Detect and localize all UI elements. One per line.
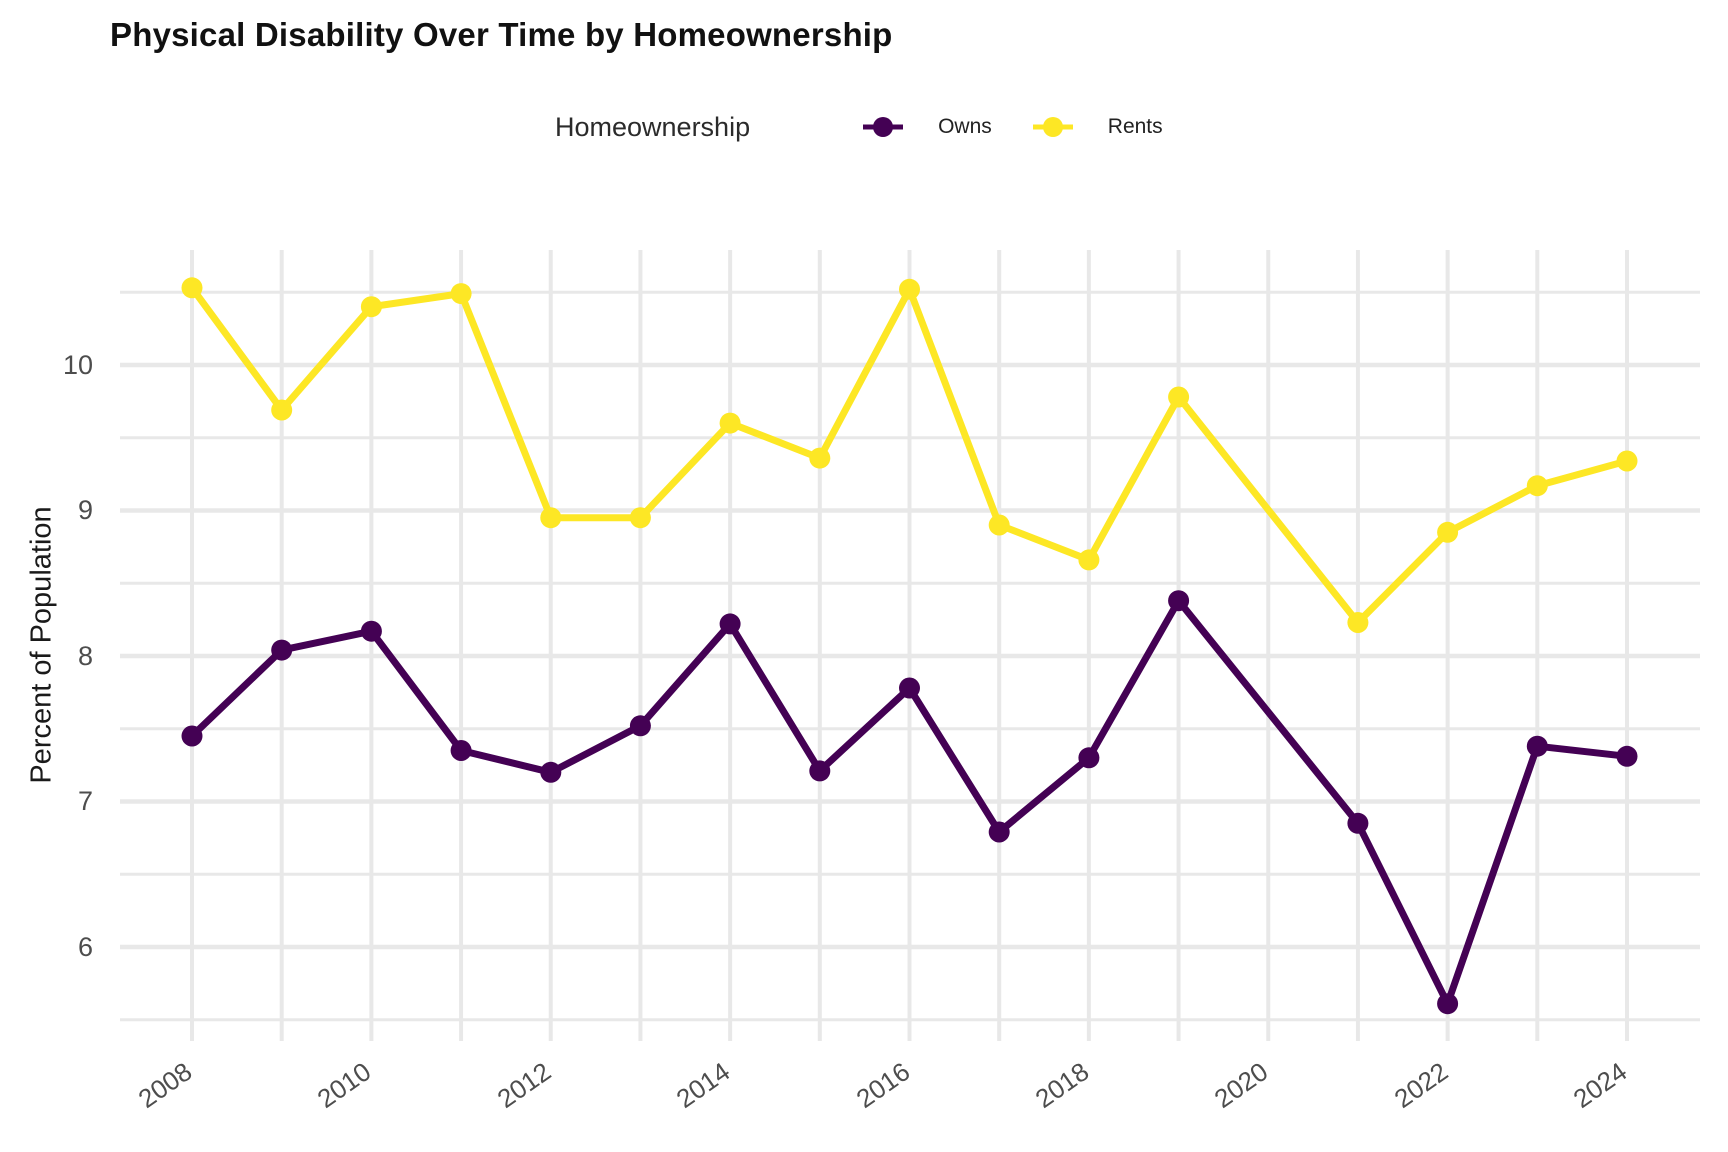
data-point-rents-2024 [1616, 450, 1638, 472]
y-tick-label-9: 9 [77, 495, 93, 526]
data-point-owns-2011 [450, 740, 472, 761]
x-tick-label-2010: 2010 [312, 1056, 377, 1114]
legend-title: Homeownership [555, 111, 751, 142]
data-point-rents-2010 [360, 296, 382, 318]
page-title: Physical Disability Over Time by Homeown… [110, 16, 893, 53]
data-point-owns-2014 [719, 613, 741, 635]
legend-label-rents: Rents [1107, 115, 1163, 138]
data-point-owns-2015 [809, 760, 831, 782]
legend: Homeownership Owns Rents [555, 104, 1163, 150]
data-point-owns-2016 [899, 677, 920, 699]
y-tick-label-10: 10 [62, 349, 93, 380]
x-tick-label-2016: 2016 [850, 1056, 915, 1114]
data-point-rents-2014 [719, 412, 741, 434]
data-point-owns-2023 [1526, 735, 1548, 757]
data-point-owns-2017 [988, 821, 1010, 843]
data-point-owns-2008 [181, 725, 203, 747]
rents-line-marker-icon [1032, 117, 1073, 137]
data-point-owns-2013 [629, 715, 651, 737]
data-point-rents-2013 [629, 507, 651, 529]
y-tick-label-6: 6 [77, 931, 93, 962]
data-point-rents-2022 [1437, 521, 1459, 543]
data-point-rents-2023 [1526, 475, 1548, 497]
series-line-rents [188, 284, 1631, 626]
data-point-rents-2019 [1168, 386, 1190, 408]
data-point-owns-2024 [1616, 745, 1638, 767]
data-point-owns-2018 [1078, 747, 1100, 769]
x-tick-label-2014: 2014 [670, 1056, 736, 1114]
legend-label-owns: Owns [938, 115, 992, 138]
data-point-owns-2019 [1168, 590, 1190, 612]
x-tick-label-2008: 2008 [132, 1056, 198, 1114]
data-point-rents-2012 [540, 507, 562, 529]
series-line-owns [188, 597, 1631, 1008]
data-point-owns-2021 [1347, 812, 1369, 834]
plot-area [120, 250, 1700, 1041]
y-tick-label-7: 7 [77, 786, 93, 817]
x-tick-label-2018: 2018 [1029, 1056, 1095, 1114]
data-point-rents-2016 [899, 278, 920, 300]
legend-item-owns: Owns [860, 111, 992, 143]
x-tick-label-2012: 2012 [491, 1056, 557, 1114]
x-tick-label-2024: 2024 [1567, 1056, 1633, 1114]
data-point-rents-2015 [809, 447, 831, 469]
data-point-owns-2009 [271, 639, 293, 661]
y-tick-label-8: 8 [77, 640, 93, 671]
owns-line-marker-icon [863, 117, 904, 137]
data-point-owns-2012 [540, 761, 562, 783]
data-point-rents-2009 [271, 399, 293, 421]
data-point-owns-2022 [1437, 993, 1459, 1015]
data-point-rents-2011 [450, 283, 472, 305]
plot-panel [120, 250, 1700, 1041]
data-point-rents-2021 [1347, 612, 1369, 633]
data-point-rents-2008 [181, 277, 203, 299]
legend-item-rents: Rents [1030, 111, 1163, 143]
data-point-rents-2018 [1078, 549, 1100, 571]
x-tick-label-2022: 2022 [1388, 1056, 1453, 1114]
data-point-owns-2010 [360, 620, 382, 642]
data-point-rents-2017 [988, 514, 1010, 536]
x-tick-label-2020: 2020 [1208, 1056, 1274, 1114]
